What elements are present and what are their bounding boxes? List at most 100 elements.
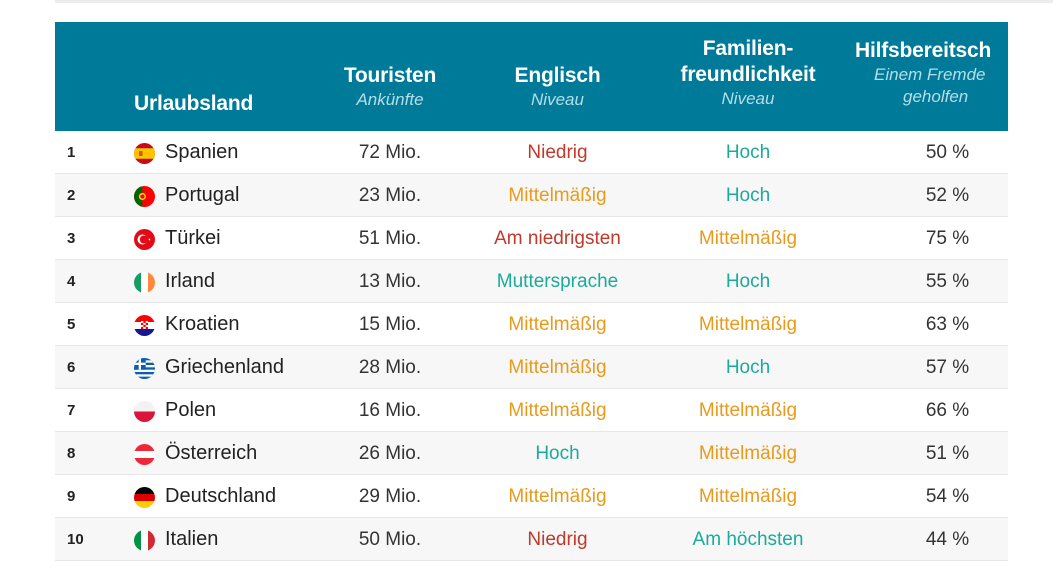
column-title: Touristen [343,64,437,87]
family-friendliness-level: Hoch [725,142,771,163]
table-body: 1 Spanien 72 Mio. Niedrig Hoch 50 % 2 Po… [55,131,1008,561]
family-friendliness-level: Mittelmäßig [698,486,798,507]
table-row-3[interactable]: 3 Türkei 51 Mio. Am niedrigsten Mittelmä… [55,217,1008,260]
helpfulness-percent: 52 % [925,185,970,206]
column-subtitle: Niveau [721,89,775,108]
column-subtitle: Niveau [531,90,584,109]
english-level: Mittelmäßig [508,185,607,206]
column-header-country[interactable]: Urlaubsland [134,91,253,117]
tourist-arrivals: 50 Mio. [358,529,422,550]
column-subtitle: Ankünfte [356,90,424,109]
english-level: Mittelmäßig [508,486,607,507]
rank-number: 9 [67,488,76,505]
country-name: Griechenland [165,356,284,378]
family-friendliness-level: Mittelmäßig [698,400,798,421]
helpfulness-percent: 55 % [925,271,970,292]
rank-number: 6 [67,359,76,376]
ireland-flag-icon [134,272,155,293]
family-friendliness-level: Am höchsten [692,529,804,550]
english-level: Mittelmäßig [508,357,607,378]
poland-flag-icon [134,401,155,422]
column-title: Englisch [514,64,601,87]
family-friendliness-level: Hoch [725,357,771,378]
tourist-arrivals: 15 Mio. [358,314,422,335]
helpfulness-percent: 57 % [925,357,970,378]
table-row-5[interactable]: 5 Kroatien 15 Mio. Mittelmäßig Mittelmäß… [55,303,1008,346]
helpfulness-percent: 63 % [925,314,970,335]
table-row-1[interactable]: 1 Spanien 72 Mio. Niedrig Hoch 50 % [55,131,1008,174]
helpfulness-percent: 66 % [925,400,970,421]
column-header-tourists[interactable]: Touristen Ankünfte [325,63,455,111]
rank-number: 8 [67,445,76,462]
rank-number: 2 [67,187,76,204]
column-subtitle: geholfen [903,87,969,106]
english-level: Mittelmäßig [508,400,607,421]
tourist-arrivals: 29 Mio. [358,486,422,507]
helpfulness-percent: 51 % [925,443,970,464]
rank-number: 10 [67,531,84,548]
country-name: Türkei [165,227,221,249]
rank-number: 3 [67,230,76,247]
english-level: Niedrig [527,529,588,550]
portugal-flag-icon [134,186,155,207]
croatia-flag-icon [134,315,155,336]
english-level: Mittelmäßig [508,314,607,335]
turkey-flag-icon [134,229,155,250]
table-row-4[interactable]: 4 Irland 13 Mio. Muttersprache Hoch 55 % [55,260,1008,303]
country-name: Italien [165,528,219,550]
helpfulness-percent: 44 % [925,529,970,550]
table-row-9[interactable]: 9 Deutschland 29 Mio. Mittelmäßig Mittel… [55,475,1008,518]
column-title: freundlichkeit [680,63,816,86]
rank-number: 7 [67,402,76,419]
spain-flag-icon [134,143,155,164]
helpfulness-percent: 50 % [925,142,970,163]
english-level: Hoch [535,443,580,464]
tourist-arrivals: 51 Mio. [358,228,422,249]
ranking-table: Urlaubsland Touristen Ankünfte Englisch … [55,22,1008,574]
tourist-arrivals: 13 Mio. [358,271,422,292]
column-title: Hilfsbereitsch [855,39,992,62]
column-subtitle: Einem Fremde [874,65,986,84]
top-divider [55,0,1053,3]
english-level: Muttersprache [496,271,619,292]
table-row-6[interactable]: 6 Griechenland 28 Mio. Mittelmäßig Hoch … [55,346,1008,389]
table-row-2[interactable]: 2 Portugal 23 Mio. Mittelmäßig Hoch 52 % [55,174,1008,217]
family-friendliness-level: Mittelmäßig [698,443,798,464]
austria-flag-icon [134,444,155,465]
column-header-family[interactable]: Familien- freundlichkeit Niveau [663,36,833,110]
column-header-english[interactable]: Englisch Niveau [495,63,620,111]
country-name: Deutschland [165,485,277,507]
tourist-arrivals: 72 Mio. [358,142,422,163]
helpfulness-percent: 75 % [925,228,970,249]
country-name: Irland [165,270,216,292]
country-name: Spanien [165,141,239,163]
column-title: Urlaubsland [134,92,254,115]
tourist-arrivals: 26 Mio. [358,443,422,464]
country-name: Portugal [165,184,240,206]
family-friendliness-level: Mittelmäßig [698,228,798,249]
family-friendliness-level: Hoch [725,185,771,206]
family-friendliness-level: Mittelmäßig [698,314,798,335]
italy-flag-icon [134,530,155,551]
country-name: Kroatien [165,313,240,335]
helpfulness-percent: 54 % [925,486,970,507]
tourist-arrivals: 16 Mio. [358,400,422,421]
english-level: Niedrig [527,142,588,163]
table-header: Urlaubsland Touristen Ankünfte Englisch … [55,22,1008,131]
greece-flag-icon [134,358,155,379]
tourist-arrivals: 28 Mio. [358,357,422,378]
table-row-8[interactable]: 8 Österreich 26 Mio. Hoch Mittelmäßig 51… [55,432,1008,475]
english-level: Am niedrigsten [494,228,621,249]
country-name: Polen [165,399,217,421]
rank-number: 5 [67,316,76,333]
table-row-10[interactable]: 10 Italien 50 Mio. Niedrig Am höchsten 4… [55,518,1008,561]
rank-number: 1 [67,144,76,161]
rank-number: 4 [67,273,76,290]
family-friendliness-level: Hoch [725,271,771,292]
column-header-helpfulness[interactable]: Hilfsbereitsch Einem Fremde geholfen [855,38,1008,108]
tourist-arrivals: 23 Mio. [358,185,422,206]
table-row-7[interactable]: 7 Polen 16 Mio. Mittelmäßig Mittelmäßig … [55,389,1008,432]
column-title: Familien- [702,37,794,60]
country-name: Österreich [165,442,258,464]
germany-flag-icon [134,487,155,508]
